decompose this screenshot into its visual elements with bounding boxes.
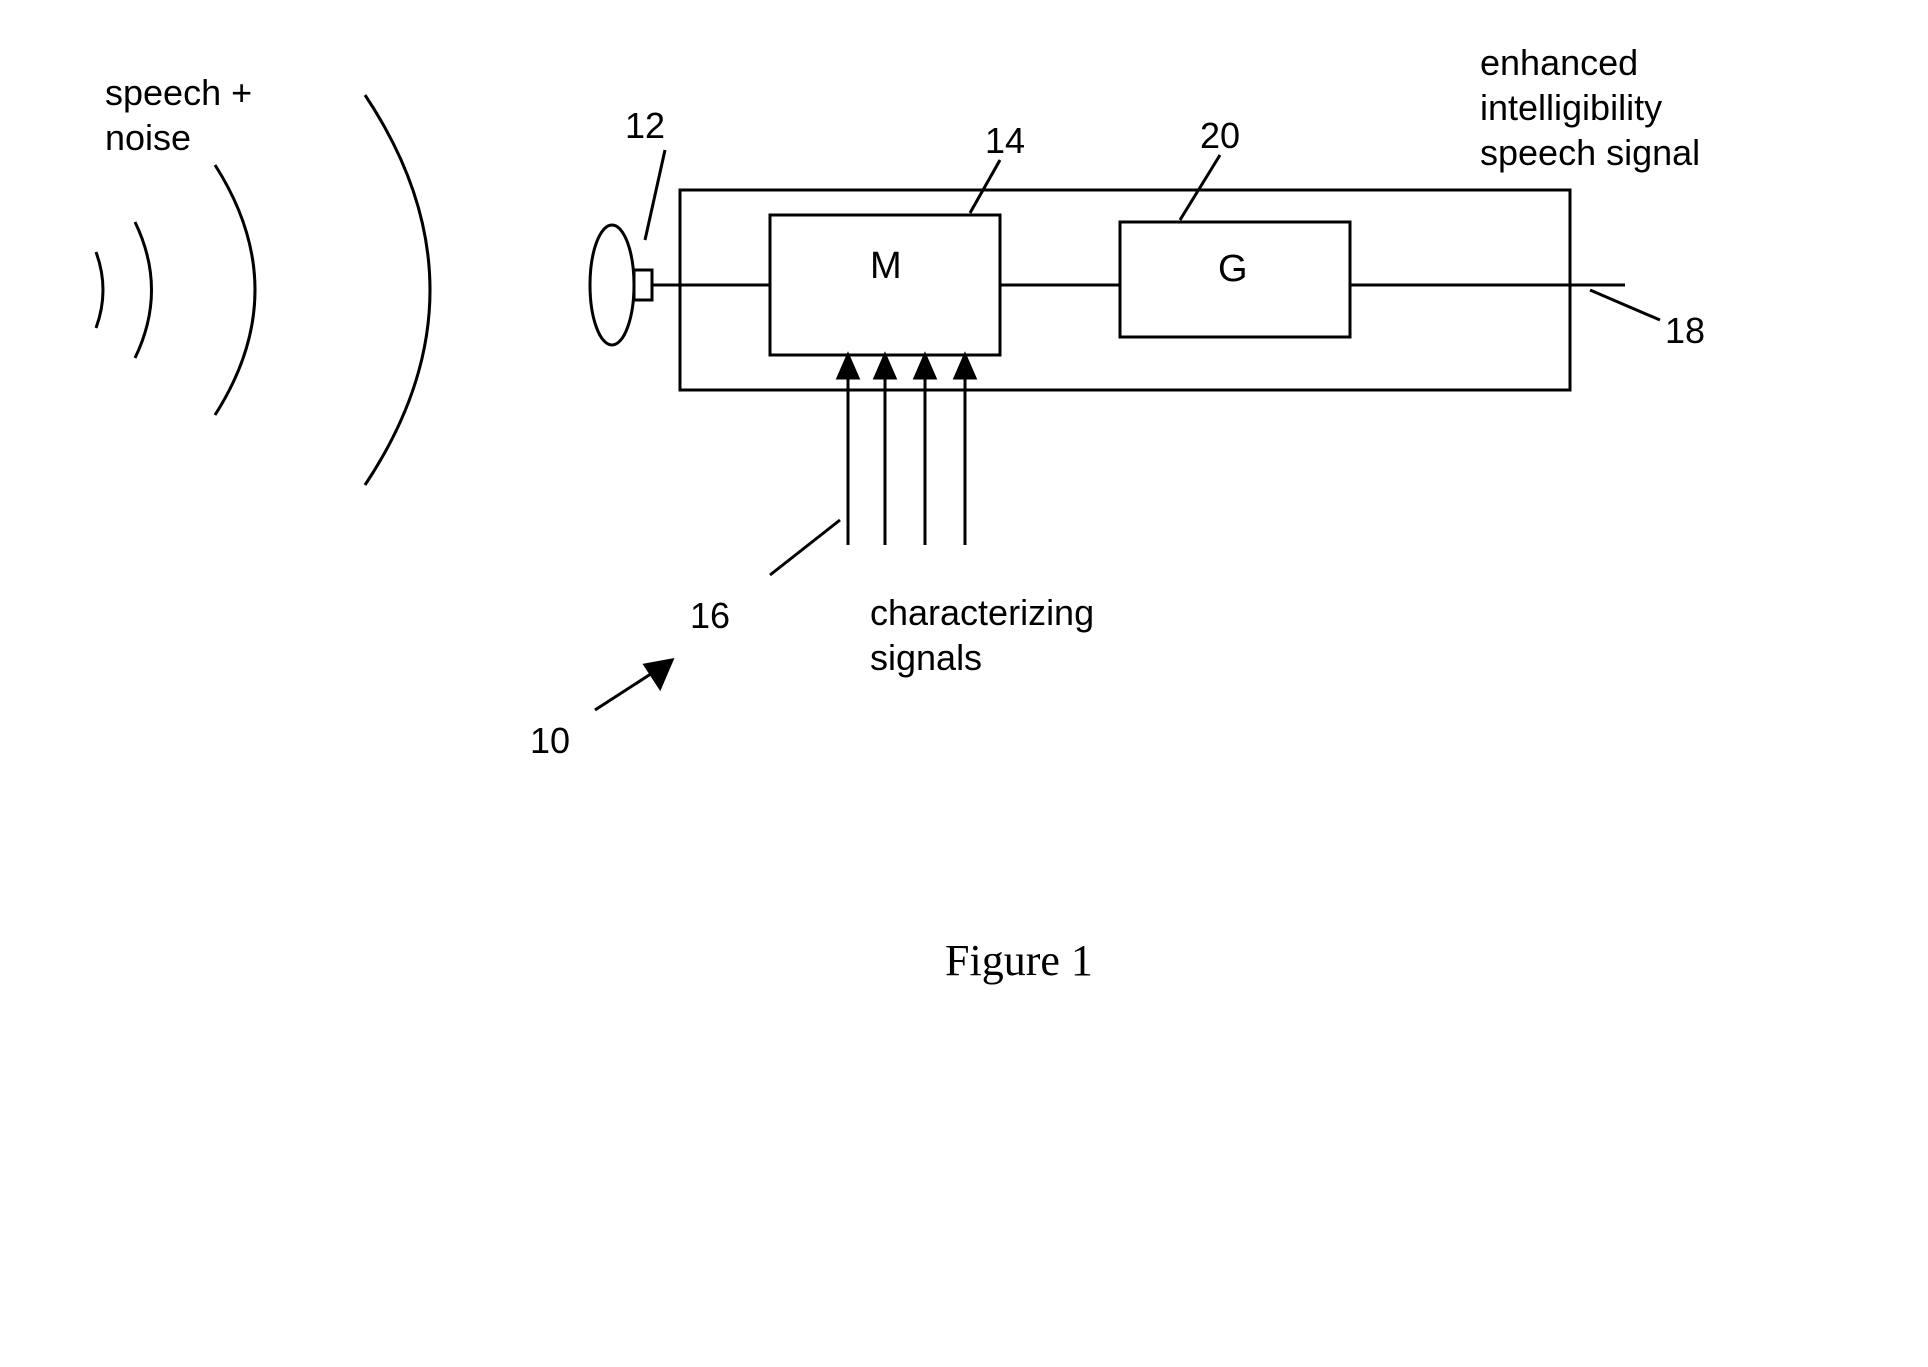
outer-box [680, 190, 1570, 390]
ref-10: 10 [530, 720, 570, 762]
input-label: speech + noise [105, 70, 252, 160]
ref-14: 14 [985, 120, 1025, 162]
figure-caption: Figure 1 [945, 935, 1093, 986]
microphone-icon [590, 225, 652, 345]
output-label: enhanced intelligibility speech signal [1480, 40, 1700, 175]
ref-16: 16 [690, 595, 730, 637]
diagram-container: speech + noise enhanced intelligibility … [0, 0, 1928, 1367]
ref-20: 20 [1200, 115, 1240, 157]
block-m-label: M [870, 245, 902, 288]
block-g-label: G [1218, 248, 1248, 291]
input-arrows [838, 355, 975, 545]
ref-10-arrow [595, 660, 672, 710]
ref-18: 18 [1665, 310, 1705, 352]
bottom-input-label: characterizing signals [870, 590, 1094, 680]
ref-12: 12 [625, 105, 665, 147]
diagram-svg [0, 0, 1928, 1367]
